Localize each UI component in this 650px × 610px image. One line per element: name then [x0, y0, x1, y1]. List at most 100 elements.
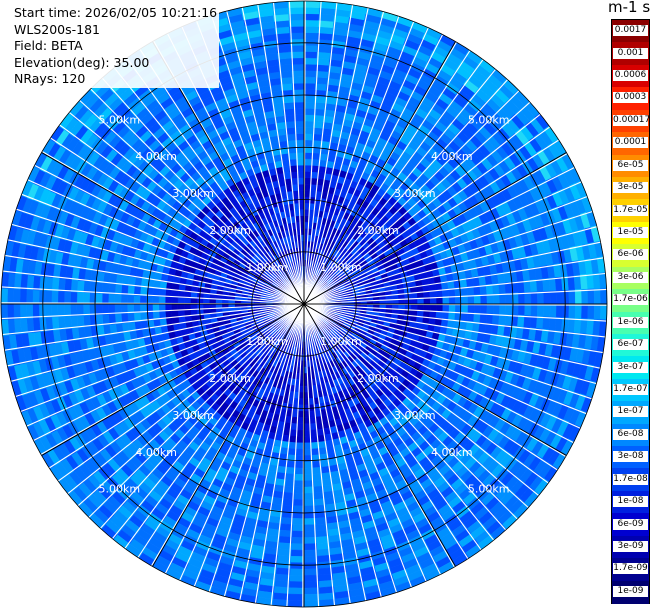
range-gate-cell: [295, 448, 305, 456]
range-gate-cell: [293, 499, 305, 507]
range-gate-cell: [64, 278, 72, 293]
range-gate-cell: [314, 83, 328, 91]
range-gate-cell: [114, 293, 122, 305]
range-gate-cell: [303, 120, 314, 128]
range-gate-cell: [303, 19, 320, 27]
range-gate-cell: [289, 562, 305, 570]
range-gate-cell: [486, 303, 494, 315]
range-gate-cell: [536, 315, 544, 330]
range-gate-cell: [543, 303, 551, 318]
range-gate-cell: [290, 549, 305, 557]
range-gate-cell: [467, 303, 475, 314]
range-gate-cell: [303, 13, 320, 21]
range-gate-cell: [294, 467, 305, 475]
range-gate-cell: [288, 593, 305, 601]
range-gate-cell: [7, 288, 15, 305]
range-gate-cell: [290, 555, 305, 564]
range-gate-cell: [133, 294, 141, 305]
range-gate-cell: [480, 303, 488, 314]
range-gate-cell: [108, 293, 116, 305]
range-gate-cell: [303, 57, 318, 65]
range-gate-cell: [562, 289, 570, 305]
range-gate-cell: [26, 303, 34, 319]
range-gate-cell: [63, 291, 72, 305]
range-gate-cell: [303, 108, 315, 116]
range-gate-cell: [290, 543, 305, 551]
range-gate-cell: [303, 38, 319, 46]
range-gate-cell: [63, 303, 72, 317]
range-gate-cell: [303, 593, 320, 601]
range-gate-cell: [303, 549, 318, 557]
range-gate-cell: [303, 600, 321, 608]
range-gate-cell: [288, 587, 305, 595]
range-gate-cell: [303, 524, 317, 532]
range-gate-cell: [303, 555, 318, 564]
range-gate-cell: [7, 303, 15, 320]
range-gate-cell: [536, 291, 545, 305]
range-gate-cell: [289, 574, 305, 583]
range-gate-cell: [504, 314, 513, 327]
range-gate-cell: [315, 76, 329, 85]
range-gate-cell: [562, 303, 570, 319]
range-gate-cell: [549, 290, 557, 305]
range-gate-cell: [51, 290, 59, 305]
range-gate-cell: [303, 587, 320, 595]
range-gate-cell: [303, 152, 313, 160]
range-gate-cell: [19, 288, 27, 305]
range-gate-cell: [303, 536, 317, 545]
range-gate-cell: [524, 303, 532, 317]
range-gate-cell: [555, 290, 564, 305]
range-gate-cell: [295, 461, 305, 469]
range-gate-cell: [44, 303, 53, 318]
range-gate-cell: [32, 303, 40, 319]
range-gate-cell: [303, 26, 319, 34]
range-gate-cell: [523, 315, 532, 329]
range-gate-cell: [293, 486, 305, 494]
range-gate-cell: [303, 158, 312, 166]
range-gate-cell: [581, 288, 589, 305]
range-gate-cell: [315, 64, 330, 72]
range-gate-cell: [303, 530, 317, 538]
range-gate-cell: [76, 291, 84, 305]
range-gate-cell: [530, 303, 538, 317]
range-gate-cell: [83, 280, 91, 294]
range-gate-cell: [448, 303, 456, 313]
range-gate-cell: [289, 568, 305, 576]
range-gate-cell: [82, 292, 90, 305]
range-gate-cell: [278, 536, 293, 544]
range-gate-cell: [279, 523, 293, 532]
range-gate-cell: [294, 473, 305, 482]
range-gate-cell: [57, 290, 65, 305]
range-gate-cell: [314, 95, 327, 104]
range-gate-cell: [70, 279, 79, 293]
range-gate-cell: [296, 442, 305, 450]
range-gate-cell: [303, 114, 315, 122]
range-gate-cell: [524, 291, 532, 305]
range-gate-cell: [303, 32, 319, 40]
range-gate-cell: [530, 291, 538, 305]
range-gate-cell: [293, 492, 305, 500]
range-gate-cell: [303, 574, 319, 583]
range-gate-cell: [287, 600, 305, 608]
range-gate-cell: [593, 303, 601, 320]
range-gate-cell: [303, 581, 320, 589]
range-gate-cell: [303, 95, 316, 103]
range-gate-cell: [303, 0, 321, 8]
range-gate-cell: [587, 288, 595, 305]
range-gate-cell: [303, 562, 319, 570]
range-gate-cell: [0, 303, 8, 321]
range-gate-cell: [574, 303, 583, 319]
range-gate-cell: [555, 303, 564, 318]
range-gate-cell: [517, 314, 525, 328]
range-gate-cell: [38, 289, 46, 305]
range-gate-cell: [13, 288, 21, 305]
range-gate-cell: [549, 303, 557, 318]
range-gate-cell: [505, 303, 513, 316]
range-gate-cell: [280, 517, 294, 525]
range-gate-cell: [581, 303, 589, 320]
range-gate-cell: [303, 543, 318, 551]
range-gate-cell: [70, 303, 78, 317]
range-gate-cell: [568, 303, 576, 319]
range-gate-cell: [294, 480, 305, 488]
